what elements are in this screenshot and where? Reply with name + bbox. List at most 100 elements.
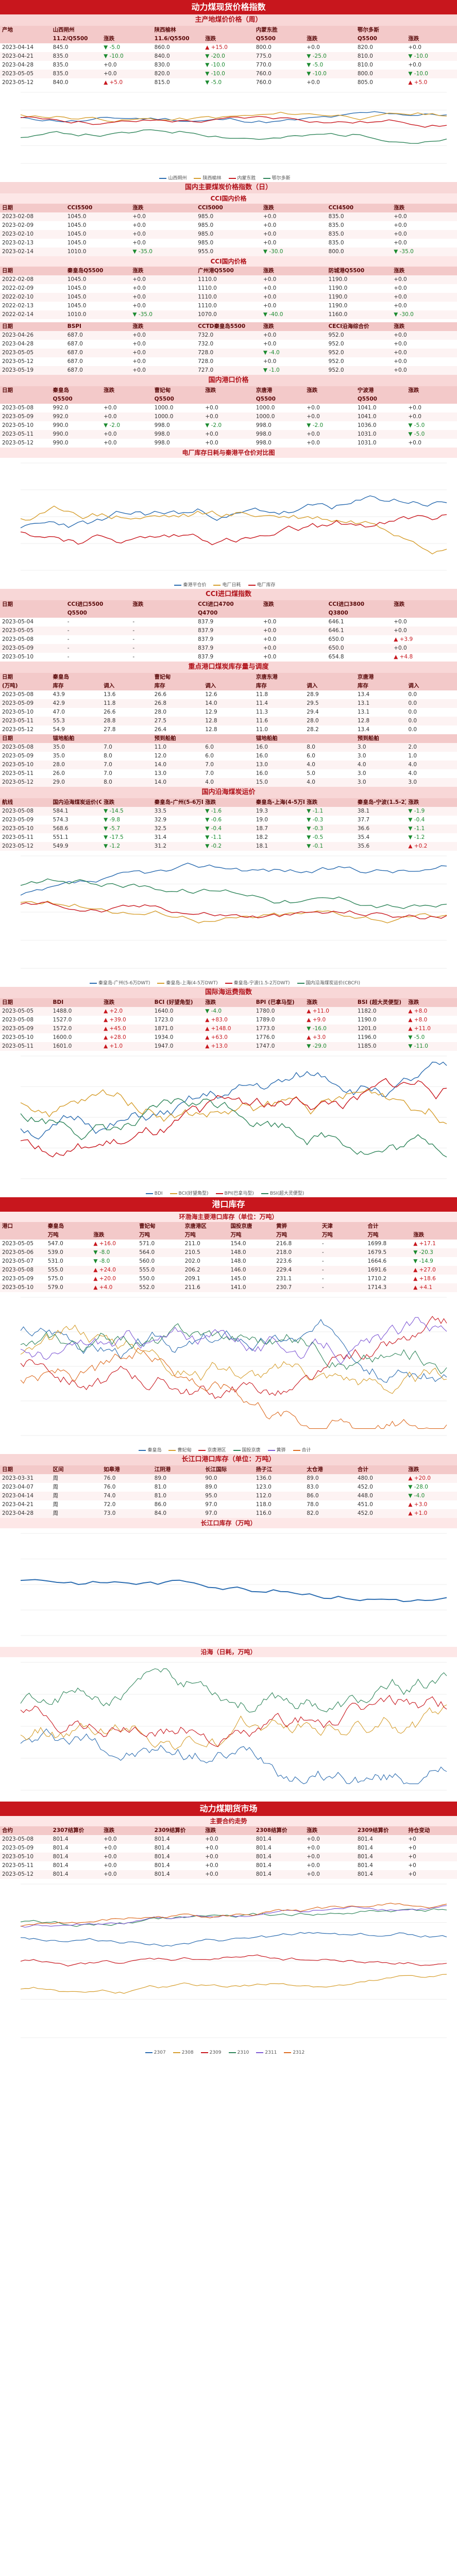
table-cell: 35.4 xyxy=(357,834,370,840)
table-cell: - xyxy=(321,1241,324,1247)
table-cell: 5.0 xyxy=(307,770,315,777)
table-cell: 2023-05-07 xyxy=(2,1258,34,1264)
table-cell: - xyxy=(67,654,70,660)
table-cell: +0.0 xyxy=(263,358,277,365)
table-cell: +0.0 xyxy=(392,331,457,340)
table-cell: +0.0 xyxy=(263,619,277,625)
table-cell: 210.5 xyxy=(182,1248,229,1257)
table-cell: 732.0 xyxy=(196,331,261,340)
header-row: 港口 秦皇岛 曹妃甸 京唐港区 国投京唐 黄骅 天津 合计 xyxy=(0,1222,457,1231)
table-cell: 1031.0 xyxy=(355,430,407,439)
table-cell: ▼ -1.1 xyxy=(406,824,457,833)
s4-title: CCI进口煤指数 xyxy=(0,589,457,600)
table-row: 2023-05-08 1527.0 ▲ +39.0 1723.0 ▲ +83.0 1789… xyxy=(0,1016,457,1025)
table-cell: ▼ -0.1 xyxy=(304,842,356,851)
table-row: 2023-05-08 555.0 ▲ +24.0 555.0 206.2 146.0 229… xyxy=(0,1266,457,1275)
table-cell: 1036.0 xyxy=(357,422,377,428)
table-cell: 2023-05-08 xyxy=(0,1266,46,1275)
table-cell: 15.0 xyxy=(253,778,305,787)
table-cell: 990.0 xyxy=(53,440,69,446)
legend-label: 2311 xyxy=(265,2050,277,2055)
legend-label: 国内沿海煤炭运价(CBCFI) xyxy=(306,981,360,986)
table-cell: 2.0 xyxy=(406,743,457,752)
table-cell: +0.0 xyxy=(205,405,218,411)
table-cell: 1045.0 xyxy=(65,293,131,302)
legend-label: BSI(超大灵便型) xyxy=(269,1191,304,1196)
table-cell: - xyxy=(132,636,135,642)
table-cell: 145.0 xyxy=(230,1276,246,1282)
table-cell: 32.9 xyxy=(154,817,167,823)
table-cell: ▲ +17.1 xyxy=(413,1241,436,1247)
table-cell: 547.0 xyxy=(47,1241,63,1247)
header-row: 日期 秦皇岛Q5500 涨跌 广州港Q5500 涨跌 防城港Q5500 涨跌 xyxy=(0,267,457,275)
column-header: 江阴港 xyxy=(152,1465,204,1474)
column-header: 万吨 xyxy=(274,1231,320,1240)
header-row: 日期 BSPI 涨跌 CCTD秦皇岛5500 涨跌 CECI沿海综合价 涨跌 xyxy=(0,322,457,331)
table-cell: 1000.0 xyxy=(154,405,174,411)
column-header: 涨跌 xyxy=(304,998,356,1007)
column-header: 预到船舶 xyxy=(152,734,204,743)
table-cell: 654.8 xyxy=(328,654,344,660)
table-cell: 646.1 xyxy=(326,626,392,635)
series-line xyxy=(20,901,447,919)
s2-table2: 日期 秦皇岛Q5500 涨跌 广州港Q5500 涨跌 防城港Q5500 涨跌 2022-02-… xyxy=(0,267,457,319)
series-line xyxy=(20,1974,447,1994)
column-header: 涨跌 xyxy=(392,204,457,212)
table-cell: 3.0 xyxy=(406,778,457,787)
table-cell: 801.4 xyxy=(355,1853,407,1861)
table-cell: 1488.0 xyxy=(50,1007,102,1016)
table-cell: +0.0 xyxy=(394,341,407,347)
table-cell: 1190.0 xyxy=(357,1017,377,1023)
table-cell: +0.0 xyxy=(104,405,117,411)
table-cell: 33.5 xyxy=(152,807,204,816)
table-cell: ▼ -5.0 xyxy=(408,422,425,428)
table-cell: 27.5 xyxy=(152,717,204,725)
table-cell: ▲ +39.0 xyxy=(104,1017,126,1023)
table-cell: ▼ -8.0 xyxy=(91,1248,138,1257)
table-cell: 16.0 xyxy=(256,753,268,759)
table-cell: ▼ -20.3 xyxy=(411,1248,457,1257)
column-header: 涨跌 xyxy=(130,204,196,212)
s7-chart xyxy=(20,1055,447,1179)
table-cell: ▼ -4.0 xyxy=(203,1007,254,1016)
table-cell: 998.0 xyxy=(152,430,204,439)
column-header: 黄骅 xyxy=(274,1222,320,1231)
table-cell: +0.0 xyxy=(130,275,196,284)
table-cell: +0.0 xyxy=(304,1853,356,1861)
s2-title: 国内主要煤炭价格指数（日） xyxy=(0,182,457,193)
table-cell: 1110.0 xyxy=(196,293,261,302)
table-cell: 1572.0 xyxy=(50,1025,102,1033)
table-cell: ▼ -1.2 xyxy=(408,834,425,840)
column-header xyxy=(406,734,457,743)
column-header: 陕西榆林 xyxy=(152,26,204,35)
column-header: 广州港Q5500 xyxy=(196,267,261,275)
legend-swatch xyxy=(263,177,270,179)
table-cell: 2023-04-21 xyxy=(2,1501,34,1508)
table-cell: ▼ -1.6 xyxy=(203,807,254,816)
table-cell: ▲ +4.0 xyxy=(91,1283,138,1292)
table-cell: +0.0 xyxy=(101,1870,153,1879)
table-cell: +0.0 xyxy=(101,1853,153,1861)
table-cell: 7.0 xyxy=(101,743,153,752)
table-cell: 28.8 xyxy=(101,717,153,725)
table-cell: 12.0 xyxy=(154,753,167,759)
table-cell: 2023-05-10 xyxy=(0,1283,46,1292)
table-row: 2023-05-04 - - 837.9 +0.0 646.1 +0.0 xyxy=(0,618,457,626)
column-header: 涨跌 xyxy=(203,1826,254,1835)
table-row: 2023-05-08 43.9 13.6 26.6 12.6 11.8 28.9 13.4 0.… xyxy=(0,690,457,699)
table-cell: ▼ -35.0 xyxy=(392,247,457,256)
table-cell: 54.9 xyxy=(53,726,65,733)
column-header xyxy=(304,26,356,35)
s5-table2: 日期 锚地船舶 预到船舶 锚地船舶 预到船舶 2023-05-08 35.0 7.0 11.0 6… xyxy=(0,734,457,787)
column-header xyxy=(101,673,153,682)
table-cell: 1000.0 xyxy=(152,412,204,421)
table-cell: 650.0 xyxy=(328,636,344,642)
table-cell: 14.0 xyxy=(152,778,204,787)
table-cell: +0.0 xyxy=(263,222,277,228)
column-header: CCI5000 xyxy=(196,204,261,212)
column-header: Q5500 xyxy=(65,609,131,618)
table-cell: 2023-05-06 xyxy=(0,1248,46,1257)
table-cell: 2023-05-09 xyxy=(0,699,51,708)
table-row: 2023-05-05 547.0 ▲ +16.0 571.0 211.0 154.0 216… xyxy=(0,1240,457,1248)
column-header: 涨跌 xyxy=(304,386,356,395)
